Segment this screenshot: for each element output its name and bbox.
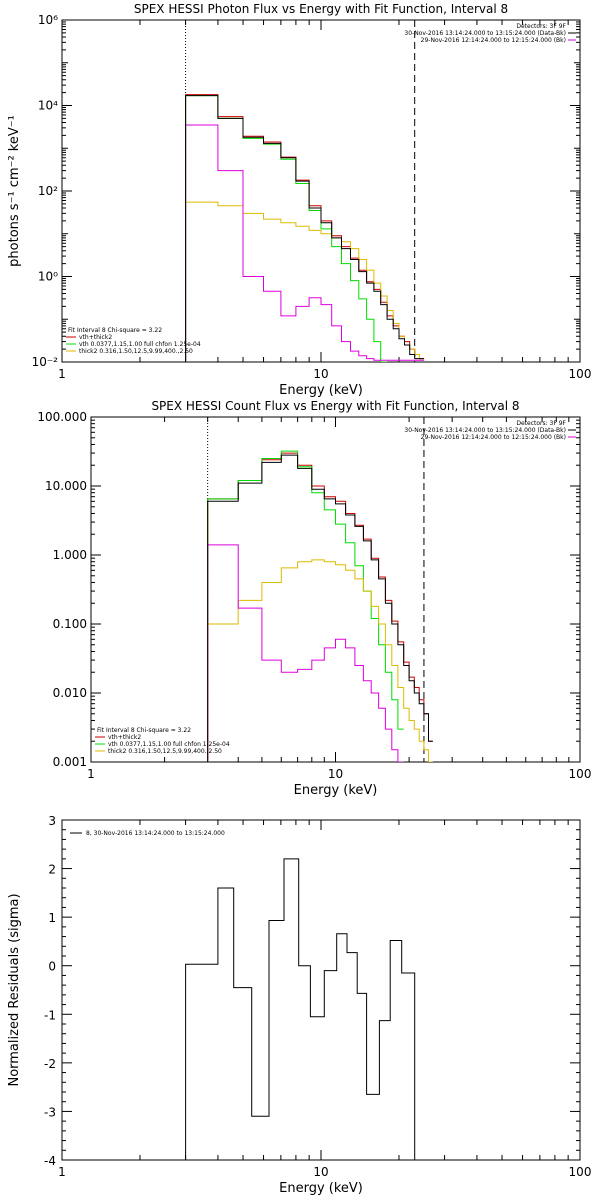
plot-frame — [61, 819, 581, 1161]
x-tick-label: 100 — [569, 367, 592, 381]
series-line-2 — [207, 450, 404, 762]
panel-1: SPEX HESSI Photon Flux vs Energy with Fi… — [7, 2, 591, 398]
legend-bottomleft-text: Fit Interval 8 Chi-square = 3.22 — [68, 327, 162, 334]
plot-frame — [90, 416, 581, 763]
series-line-0 — [207, 454, 433, 762]
y-tick-label: 1 — [48, 911, 56, 925]
legend-topright-text: 29-Nov-2016 12:14:24.000 to 12:15:24.000… — [421, 434, 566, 441]
x-tick-label: 100 — [569, 1165, 592, 1179]
y-tick-label: 0.001 — [53, 755, 87, 769]
x-tick-label: 1 — [58, 367, 66, 381]
legend-topright-text: Detectors: 3F 9F — [516, 420, 566, 427]
y-tick-label: 10⁶ — [38, 13, 58, 27]
y-tick-label: -1 — [44, 1008, 56, 1022]
y-axis-label: Normalized Residuals (sigma) — [7, 893, 22, 1086]
y-tick-label: 10² — [38, 184, 58, 198]
y-tick-label: 10⁴ — [38, 99, 58, 113]
y-tick-label: 2 — [48, 863, 56, 877]
y-tick-label: 10⁻² — [32, 355, 59, 369]
legend-topright-text: 29-Nov-2016 12:14:24.000 to 12:15:24.000… — [421, 37, 566, 44]
series-line-0 — [185, 95, 425, 362]
y-tick-label: 0 — [48, 960, 56, 974]
panel-2: SPEX HESSI Count Flux vs Energy with Fit… — [37, 399, 591, 798]
series-line-2 — [185, 95, 388, 362]
y-tick-label: -4 — [44, 1154, 56, 1168]
legend-bottomleft-text: thick2 0.316,1.50,12.5,9.99,400.,2.50 — [79, 348, 193, 355]
legend-bottomleft-text: thick2 0.316,1.50,12.5,9.99,400.,2.50 — [108, 748, 222, 755]
series-line-0 — [185, 858, 416, 1160]
x-axis-label: Energy (keV) — [294, 783, 378, 798]
chart-title: SPEX HESSI Photon Flux vs Energy with Fi… — [134, 2, 508, 16]
series-line-3 — [207, 559, 433, 762]
legend-bottomleft-text: vth+thick2 — [108, 734, 141, 741]
y-tick-label: 10⁰ — [38, 270, 58, 284]
legend-bottomleft-text: vth 0.0377,1.15,1.00 full chfon 1.25e-04 — [108, 741, 230, 748]
legend-topleft-text: 8, 30-Nov-2016 13:14:24.000 to 13:15:24.… — [86, 830, 225, 837]
legend-bottomleft-text: vth 0.0377,1.15,1.00 full chfon 1.25e-04 — [79, 341, 201, 348]
plot-frame — [61, 19, 581, 363]
x-axis-label: Energy (keV) — [279, 1181, 363, 1196]
series-line-4 — [185, 124, 425, 362]
series-line-4 — [207, 544, 404, 762]
x-tick-label: 10 — [313, 367, 328, 381]
y-axis-label: photons s⁻¹ cm⁻² keV⁻¹ — [7, 115, 22, 267]
y-tick-label: 0.100 — [53, 617, 87, 631]
x-tick-label: 1 — [87, 767, 95, 781]
legend-bottomleft-text: Fit Interval 8 Chi-square = 3.22 — [97, 727, 191, 734]
legend-bottomleft-text: vth+thick2 — [79, 334, 112, 341]
x-tick-label: 10 — [313, 1165, 328, 1179]
x-axis-label: Energy (keV) — [279, 383, 363, 398]
series-line-1 — [207, 452, 433, 762]
x-tick-label: 100 — [569, 767, 592, 781]
y-tick-label: -2 — [44, 1057, 56, 1071]
y-tick-label: 10.000 — [45, 479, 87, 493]
panel-3: 1 10 100 Energy (keV) -4 -3 -2 -1 0 1 2 3 Normalized… — [7, 814, 591, 1196]
series-line-3 — [185, 201, 425, 362]
chart-title: SPEX HESSI Count Flux vs Energy with Fit… — [151, 399, 519, 413]
y-tick-label: -3 — [44, 1105, 56, 1119]
legend-topright-text: 30-Nov-2016 13:14:24.000 to 13:15:24.000… — [404, 427, 566, 434]
series-line-1 — [185, 94, 425, 362]
legend-topright-text: 30-Nov-2016 13:14:24.000 to 13:15:24.000… — [404, 30, 566, 37]
y-tick-label: 100.000 — [37, 410, 87, 424]
x-tick-label: 1 — [58, 1165, 66, 1179]
y-tick-label: 1.000 — [53, 548, 87, 562]
x-tick-label: 10 — [328, 767, 343, 781]
y-tick-label: 0.010 — [53, 686, 87, 700]
y-tick-label: 3 — [48, 814, 56, 828]
legend-topright-text: Detectors: 3F 9F — [516, 23, 566, 30]
